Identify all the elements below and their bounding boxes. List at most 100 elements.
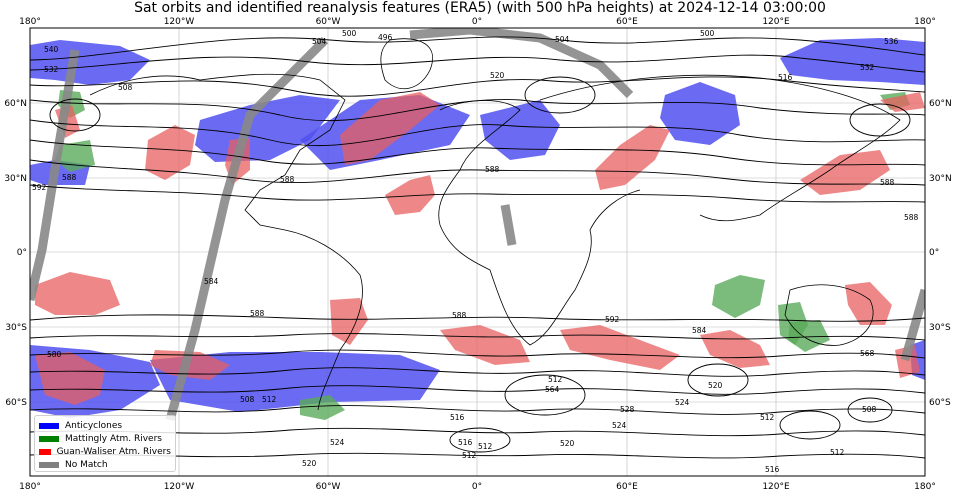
contour-label: 512 xyxy=(830,448,845,457)
lat-tick-label: 60°N xyxy=(929,99,952,109)
map-title: Sat orbits and identified reanalysis fea… xyxy=(134,0,826,16)
lon-tick-label: 0° xyxy=(472,482,482,492)
contour-label: 524 xyxy=(675,398,690,407)
contour-label: 592 xyxy=(32,183,47,192)
coast-south-america xyxy=(284,229,363,411)
contour-label: 584 xyxy=(692,326,707,335)
coast-north-america xyxy=(89,73,346,231)
lat-tick-label: 30°N xyxy=(929,174,952,184)
coast-asia xyxy=(539,74,901,222)
contour-label: 508 xyxy=(118,83,133,92)
legend-item-anticyclones: Anticyclones xyxy=(39,419,171,432)
gw-australia-east xyxy=(845,282,892,325)
contour-label: 520 xyxy=(490,71,505,80)
lat-tick-label: 60°S xyxy=(5,398,27,408)
contour-label: 588 xyxy=(250,309,265,318)
lon-tick-label: 60°E xyxy=(616,17,638,27)
contour-labels: 500 496 504 504 500 520 508 532 540 532 … xyxy=(32,29,919,474)
contour-label: 520 xyxy=(302,459,317,468)
legend-swatch xyxy=(39,461,59,468)
lon-tick-label: 180° xyxy=(19,17,41,27)
lat-tick-label: 0° xyxy=(929,248,939,258)
gw-south-indian xyxy=(700,330,770,368)
contour-label: 584 xyxy=(204,277,219,286)
gw-atlantic-west-africa xyxy=(385,175,435,215)
lat-tick-label: 30°S xyxy=(5,323,27,333)
gw-south-east-edge xyxy=(895,345,920,378)
lon-tick-label: 60°E xyxy=(616,482,638,492)
lat-tick-label: 0° xyxy=(17,248,27,258)
contour-label: 568 xyxy=(860,349,875,358)
legend-label: Mattingly Atm. Rivers xyxy=(65,433,162,444)
coast-australia xyxy=(784,284,874,346)
coast-europe-africa xyxy=(438,100,641,346)
contour-label: 512 xyxy=(478,442,493,451)
legend-label: Anticyclones xyxy=(65,420,123,431)
lon-tick-label: 180° xyxy=(914,17,936,27)
contour-label: 516 xyxy=(450,413,465,422)
lon-tick-label: 60°W xyxy=(316,482,341,492)
contour-label: 500 xyxy=(700,29,715,38)
contour-label: 588 xyxy=(280,175,295,184)
legend-item-no-match: No Match xyxy=(39,458,171,471)
legend: Anticyclones Mattingly Atm. Rivers Guan-… xyxy=(34,415,176,472)
legend-swatch xyxy=(39,422,59,429)
mattingly-indian-ocean xyxy=(712,275,765,318)
lon-ticks-bottom: 180° 120°W 60°W 0° 60°E 120°E 180° xyxy=(19,482,936,492)
legend-item-mattingly: Mattingly Atm. Rivers xyxy=(39,432,171,445)
gw-middle-east xyxy=(595,125,670,190)
coast-greenland xyxy=(380,38,433,89)
gw-south-pacific-west xyxy=(35,352,105,405)
coastlines xyxy=(89,38,901,411)
contour-label: 512 xyxy=(462,451,477,460)
contour-label: 536 xyxy=(884,37,899,46)
lat-ticks-left: 60°N 30°N 0° 30°S 60°S xyxy=(4,99,27,408)
contour-label: 500 xyxy=(342,29,357,38)
contour-label: 540 xyxy=(44,45,59,54)
anticyclone-siberia xyxy=(660,82,740,145)
gw-south-pacific-mid xyxy=(150,350,230,380)
orbit-track-4 xyxy=(500,204,517,246)
anticyclone-europe xyxy=(480,100,560,160)
lon-tick-label: 120°W xyxy=(164,482,195,492)
gw-south-america-east xyxy=(330,298,368,345)
contour-label: 588 xyxy=(452,311,467,320)
contour-label: 564 xyxy=(545,385,560,394)
contour-label: 528 xyxy=(620,405,635,414)
contour-label: 508 xyxy=(240,395,255,404)
contour-label: 512 xyxy=(760,413,775,422)
lat-ticks-right: 60°N 30°N 0° 30°S 60°S xyxy=(929,99,952,408)
lat-tick-label: 60°S xyxy=(929,398,951,408)
contour-label: 516 xyxy=(778,73,793,82)
contour-label: 512 xyxy=(262,395,277,404)
lon-tick-label: 60°W xyxy=(316,17,341,27)
lon-tick-label: 0° xyxy=(472,17,482,27)
contour-label: 592 xyxy=(605,315,620,324)
legend-item-guan-waliser: Guan-Waliser Atm. Rivers xyxy=(39,445,171,458)
map-border xyxy=(29,27,926,477)
lon-tick-label: 180° xyxy=(19,482,41,492)
gw-north-atlantic xyxy=(340,92,440,165)
lon-tick-label: 120°E xyxy=(762,17,790,27)
contour-label: 516 xyxy=(765,465,780,474)
contour-label: 588 xyxy=(904,213,919,222)
orbit-track-2 xyxy=(165,36,329,422)
contour-label: 520 xyxy=(708,381,723,390)
contour-label: 508 xyxy=(862,405,877,414)
lon-tick-label: 120°W xyxy=(164,17,195,27)
contour-label: 496 xyxy=(378,33,393,42)
contour-label: 588 xyxy=(880,178,895,187)
lon-tick-label: 120°E xyxy=(762,482,790,492)
contour-label: 524 xyxy=(612,421,627,430)
contour-label: 532 xyxy=(860,63,875,72)
lon-ticks-top: 180° 120°W 60°W 0° 60°E 120°E 180° xyxy=(19,17,936,27)
contour-label: 588 xyxy=(485,165,500,174)
legend-swatch xyxy=(39,435,59,442)
contour-label: 504 xyxy=(555,35,570,44)
legend-swatch xyxy=(39,448,51,455)
height-contours xyxy=(30,36,925,459)
anticyclone-north-pacific-arctic xyxy=(30,40,150,85)
lon-tick-label: 180° xyxy=(914,482,936,492)
contour-label: 512 xyxy=(548,375,563,384)
